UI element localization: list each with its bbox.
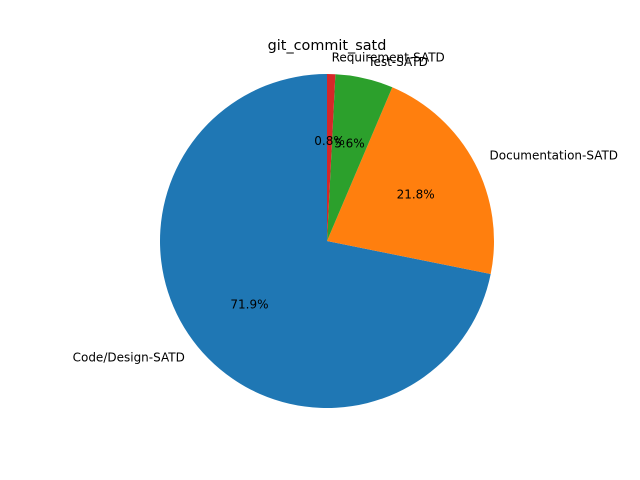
slice-label-code-design-satd: Code/Design-SATD [73,350,185,364]
pie-slice-code-design-satd [160,74,491,408]
pie-labels: Code/Design-SATD 71.9% Documentation-SATD 2… [73,50,618,364]
pie-slice-documentation-satd [327,87,495,275]
slice-label-requirement-satd: Requirement-SATD [332,50,445,64]
pie-slice-requirement-satd [327,74,336,241]
slice-percent-requirement-satd: 0.8% [314,134,345,148]
pie-slices [160,74,495,408]
slice-percent-documentation-satd: 21.8% [397,187,435,201]
pie-slice-test-satd [327,74,393,241]
chart-title: git_commit_satd [268,38,387,54]
slice-label-documentation-satd: Documentation-SATD [490,148,619,162]
slice-percent-code-design-satd: 71.9% [230,297,268,311]
slice-percent-test-satd: 5.6% [334,136,365,150]
slice-label-test-satd: Test-SATD [367,55,428,69]
